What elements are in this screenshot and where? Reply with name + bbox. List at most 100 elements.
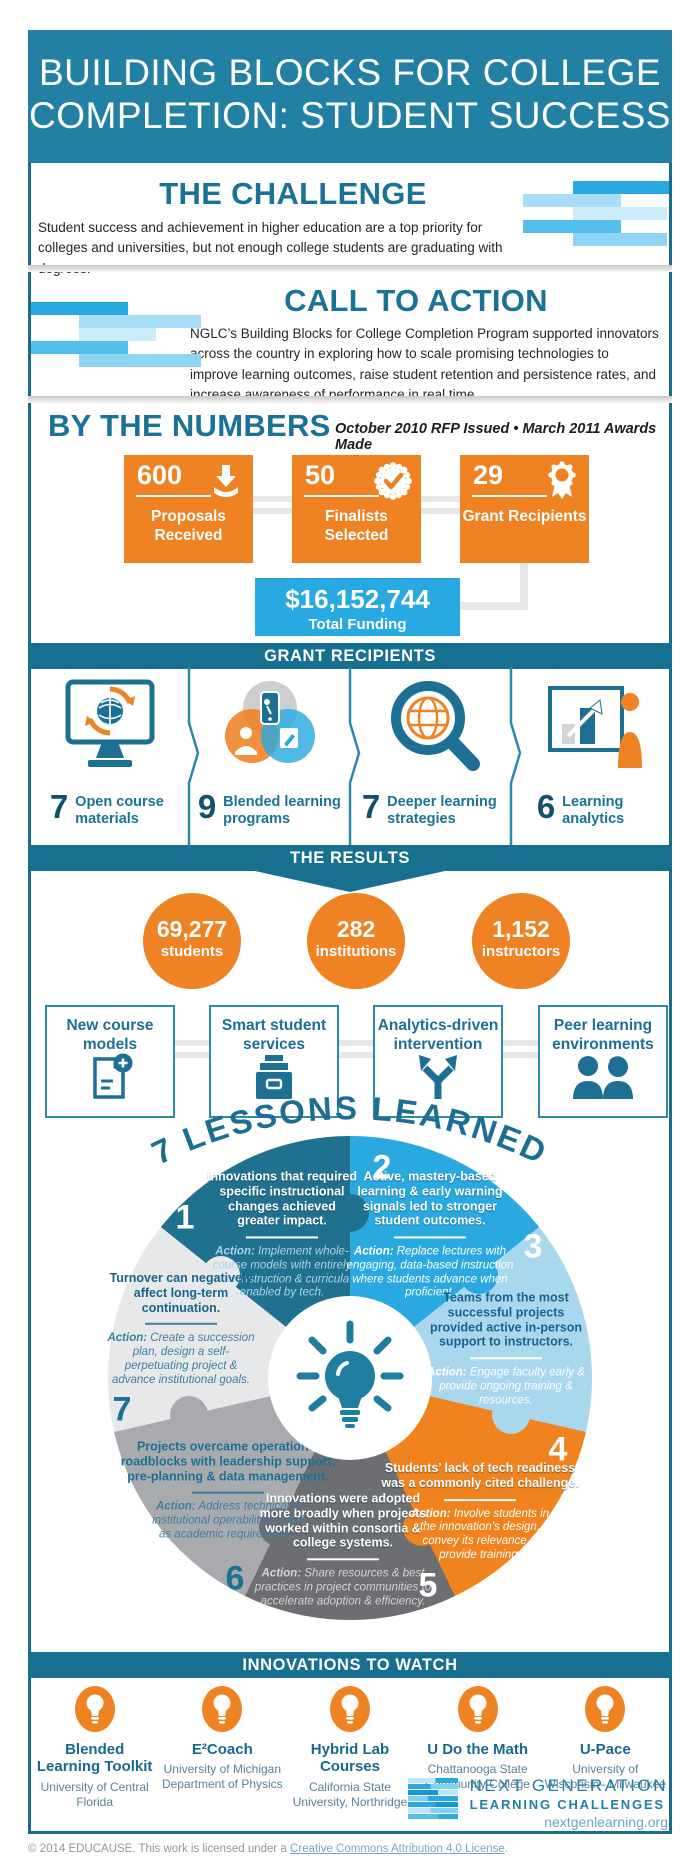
grant-label: Deeper learning strategies: [387, 794, 497, 828]
stat-circle-institutions: 282 institutions: [307, 893, 405, 989]
lightbulb-icon: [457, 1686, 498, 1732]
action-label: Action:: [261, 1567, 302, 1580]
stat-rule: [304, 495, 379, 497]
cta-title: CALL TO ACTION: [284, 283, 548, 318]
results-banner-arrow: [255, 871, 445, 892]
action-text: Engage faculty early & provide ongoing t…: [439, 1366, 585, 1406]
decor-bar: [31, 302, 128, 315]
category-box-smart-services: Smart student services: [209, 1005, 339, 1118]
lesson-rule: [444, 1498, 516, 1501]
innovation-name: Blended Learning Toolkit: [36, 1741, 153, 1776]
connector-line: [253, 508, 295, 514]
cc-license-link[interactable]: Creative Commons Attribution 4.0 License: [290, 1843, 505, 1855]
analytics-chart-icon: [540, 680, 650, 781]
grant-item-analytics: 6 Learning analytics: [513, 788, 666, 828]
numbers-title: BY THE NUMBERS: [48, 408, 331, 443]
lesson-4: Students’ lack of tech readiness was a c…: [380, 1461, 580, 1563]
decor-bar: [31, 341, 128, 354]
section-divider: [28, 265, 672, 272]
stat-label: Grant Recipients: [462, 508, 587, 525]
grant-recipients-banner: GRANT RECIPIENTS: [28, 643, 672, 669]
lesson-rule: [470, 1357, 542, 1360]
lesson-text: Students’ lack of tech readiness was a c…: [381, 1461, 579, 1490]
stat-circle-students: 69,277 students: [143, 893, 241, 989]
document-plus-icon: [47, 1051, 173, 1108]
funding-label: Total Funding: [308, 616, 407, 633]
lesson-text: Active, mastery-based learning & early w…: [357, 1169, 503, 1228]
category-box-analytics-intervention: Analytics-driven intervention: [373, 1005, 503, 1118]
action-label: Action:: [427, 1366, 467, 1379]
panel-separator-chevron: [509, 667, 522, 845]
action-label: Action:: [410, 1507, 451, 1520]
funding-amount: $16,152,744: [285, 584, 430, 614]
results-banner: THE RESULTS: [28, 845, 672, 871]
grant-count: 6: [536, 788, 556, 825]
lesson-number-2: 2: [372, 1148, 392, 1187]
logo-site-link[interactable]: nextgenlearning.org: [544, 1814, 668, 1830]
stat-label: students: [160, 943, 224, 960]
innovation-e2coach: E²Coach University of Michigan Departmen…: [159, 1686, 285, 1792]
stat-label: Proposals Received: [151, 508, 226, 545]
puzzle-nub: [331, 1194, 369, 1232]
action-label: Action:: [215, 1245, 255, 1258]
lesson-action: Action: Share resources & best practices…: [252, 1567, 434, 1608]
connector-line: [520, 563, 528, 610]
lesson-number-4: 4: [548, 1430, 568, 1469]
stat-circle-instructors: 1,152 instructors: [472, 893, 570, 989]
footer: © 2014 EDUCAUSE. This work is licensed u…: [28, 1843, 508, 1855]
lesson-text: Innovations that required specific instr…: [206, 1169, 357, 1228]
innovation-hybrid-lab: Hybrid Lab Courses California State Univ…: [287, 1686, 413, 1810]
lightbulb-icon: [329, 1686, 370, 1732]
decor-bar: [573, 207, 667, 220]
nglc-logo-mark: [407, 1776, 458, 1826]
decor-bar: [573, 233, 667, 246]
action-label: Action:: [155, 1500, 196, 1513]
decor-bar: [79, 328, 156, 341]
category-box-peer-learning: Peer learning environments: [538, 1005, 668, 1118]
innovation-org: University of Wisconsin– Milwaukee: [544, 1762, 666, 1792]
archive-box-icon: [211, 1051, 337, 1108]
grant-item-deeper: 7 Deeper learning strategies: [352, 788, 509, 828]
connector-line: [415, 508, 465, 514]
section-divider: [28, 396, 672, 403]
connector-line: [460, 602, 528, 610]
puzzle-nub: [460, 1256, 498, 1294]
grant-count: 9: [197, 788, 217, 825]
puzzle-nub: [259, 1508, 297, 1546]
lightbulb-icon: [202, 1686, 243, 1732]
panel-separator-chevron: [348, 667, 361, 845]
puzzle-nub: [170, 1396, 208, 1434]
lesson-number-5: 5: [418, 1566, 438, 1605]
lesson-number-3: 3: [523, 1227, 543, 1266]
grant-item-open-course: 7 Open course materials: [32, 788, 185, 828]
monitor-globe-icon: [50, 676, 168, 785]
stat-box-finalists: 50 Finalists Selected: [292, 455, 421, 563]
innovation-u-pace: U-Pace University of Wisconsin– Milwauke…: [542, 1686, 668, 1792]
footer-suffix: .: [504, 1843, 508, 1855]
category-box-new-course: New course models: [45, 1005, 175, 1118]
challenge-title: THE CHALLENGE: [159, 176, 427, 211]
lesson-rule: [192, 1491, 264, 1494]
category-label: Analytics-driven intervention: [377, 1017, 499, 1053]
innovation-name: E²Coach: [191, 1741, 253, 1758]
lightbulb-icon: [74, 1686, 115, 1732]
stat-box-proposals: 600 Proposals Received: [124, 455, 253, 563]
puzzle-nub: [492, 1396, 530, 1434]
lesson-action: Action: Address technical & institutiona…: [148, 1501, 308, 1542]
category-label: Smart student services: [221, 1017, 327, 1053]
lightbulb-icon: [585, 1686, 626, 1732]
action-text: Address technical & institutional operab…: [152, 1500, 304, 1541]
grant-count: 7: [49, 788, 69, 825]
stat-label: Finalists Selected: [324, 508, 389, 545]
lesson-text: Innovations were adopted more broadly wh…: [259, 1491, 427, 1550]
lesson-number-1: 1: [175, 1198, 195, 1237]
check-badge-icon: [373, 461, 413, 506]
puzzle-nub: [202, 1256, 240, 1294]
action-text: Create a succession plan, design a self-…: [111, 1332, 255, 1386]
action-label: Action:: [107, 1332, 148, 1345]
lesson-action: Action: Involve students in the innovati…: [410, 1508, 550, 1563]
lesson-action: Action: Create a succession plan, design…: [102, 1332, 260, 1387]
stat-value: 29: [473, 460, 504, 490]
action-text: Share resources & best practices in proj…: [254, 1567, 432, 1607]
stat-label: instructors: [481, 943, 561, 960]
